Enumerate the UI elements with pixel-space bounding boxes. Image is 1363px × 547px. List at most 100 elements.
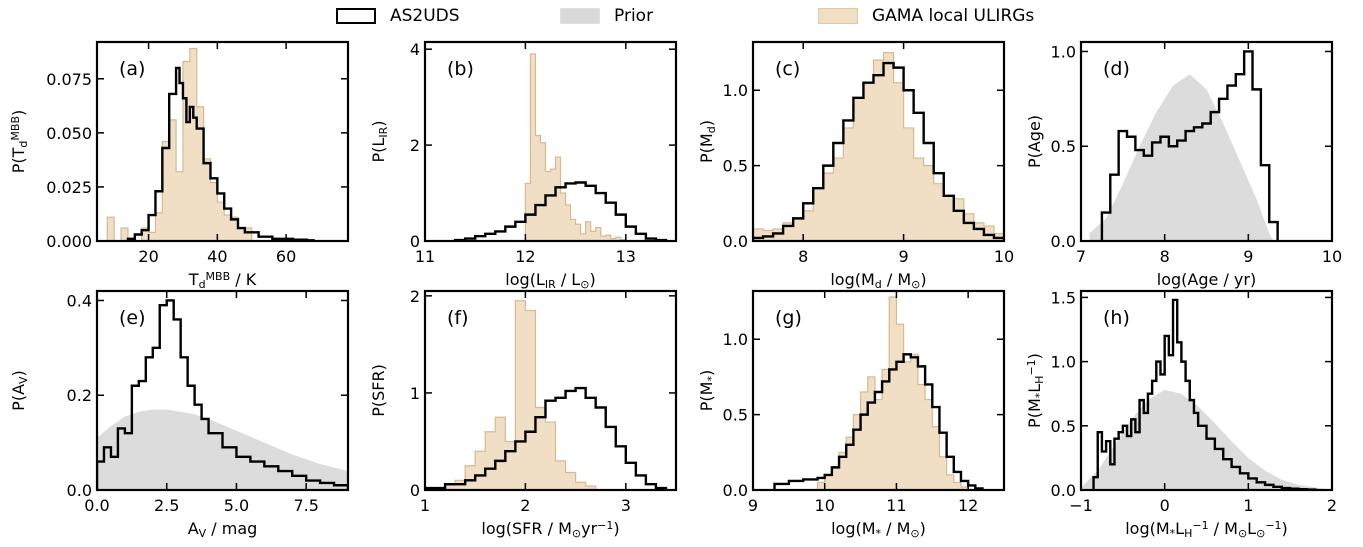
- series-gama: [444, 300, 597, 490]
- x-tick-label: 60: [276, 247, 296, 266]
- y-tick-label: 0.5: [723, 157, 748, 176]
- legend: AS2UDS Prior GAMA local ULIRGs: [0, 2, 1363, 30]
- plot-area: [97, 299, 348, 490]
- panel-g: 9 10 11 12 0.0 0.5 1.0 (g) log(M* / M⊙) P(M*): [697, 289, 1006, 540]
- x-tick-label: 0: [1160, 496, 1170, 515]
- axes-frame: [751, 40, 1006, 243]
- x-tick-label: 9: [899, 247, 909, 266]
- panel-e: 0.0 2.5 5.0 7.5 0.0 0.2 0.4 (e) AV / mag P(AV): [9, 289, 350, 540]
- y-tick-label: 2: [410, 287, 420, 306]
- series-as2uds: [126, 66, 315, 241]
- y-tick-label: 1.5: [1051, 288, 1076, 307]
- x-axis-label: log(Age / yr): [1157, 270, 1256, 289]
- x-tick-label: −1: [1069, 496, 1093, 515]
- panel-label: (g): [775, 307, 802, 329]
- x-tick-label: 9: [1243, 247, 1253, 266]
- y-tick-label: 2: [410, 136, 420, 155]
- series-prior: [1089, 74, 1274, 241]
- x-tick-label: 5.0: [224, 496, 249, 515]
- panel-label: (e): [119, 307, 146, 329]
- y-tick-label: 1.0: [1051, 353, 1076, 372]
- y-axis-label: P(AV): [9, 370, 30, 411]
- y-tick-label: 0.0: [1051, 232, 1076, 251]
- y-axis-label: P(SFR): [369, 364, 388, 417]
- plot-area: [1089, 50, 1279, 241]
- series-prior: [97, 409, 348, 490]
- axes-frame: [95, 289, 350, 492]
- y-tick-label: 1.0: [1051, 42, 1076, 61]
- plot-area: [1081, 298, 1332, 490]
- y-axis-label: P(M*LH−1): [1025, 353, 1046, 428]
- x-axis-label: log(M* / M⊙): [831, 519, 926, 540]
- legend-swatch-prior: [560, 8, 600, 24]
- plot-area: [753, 51, 1004, 241]
- y-tick-label: 0.0: [723, 481, 748, 500]
- x-tick-label: 1: [1243, 496, 1253, 515]
- legend-label-as2uds: AS2UDS: [390, 6, 460, 26]
- panel-label: (f): [447, 307, 469, 329]
- panel-b: 11 12 13 0 2 4 (b) log(LIR / L⊙) P(LIR): [369, 40, 678, 291]
- y-tick-label: 4: [410, 40, 420, 59]
- y-axis-label: P(Md): [697, 120, 718, 163]
- y-tick-label: 1.0: [723, 81, 748, 100]
- y-axis-label: P(LIR): [369, 121, 390, 163]
- axes-frame: [1079, 40, 1334, 243]
- legend-label-prior: Prior: [614, 6, 654, 26]
- series-as2uds: [773, 353, 984, 490]
- y-tick-label: 0.025: [46, 178, 92, 197]
- y-tick-label: 0.000: [46, 232, 92, 251]
- axes-frame: [423, 40, 678, 243]
- y-tick-label: 0.075: [46, 70, 92, 89]
- x-axis-label: AV / mag: [188, 519, 258, 540]
- legend-item-gama: GAMA local ULIRGs: [818, 4, 1034, 28]
- series-as2uds: [1100, 50, 1279, 241]
- series-as2uds: [425, 386, 668, 490]
- x-tick-label: 10: [815, 496, 835, 515]
- x-tick-label: 1: [420, 496, 430, 515]
- y-tick-label: 0.0: [1051, 481, 1076, 500]
- x-tick-label: 11: [886, 496, 906, 515]
- y-tick-label: 0.5: [1051, 417, 1076, 436]
- legend-swatch-gama: [818, 8, 858, 24]
- series-prior: [1081, 389, 1332, 490]
- y-tick-label: 0.5: [1051, 137, 1076, 156]
- panel-h: −1 0 1 2 0.0 0.5 1.0 1.5 (h) log(M*LH−1 / M⊙L⊙−1)…: [1025, 288, 1337, 540]
- y-tick-label: 0.0: [67, 481, 92, 500]
- series-as2uds: [1092, 298, 1317, 490]
- x-tick-label: 13: [616, 247, 636, 266]
- y-tick-label: 1: [410, 384, 420, 403]
- legend-label-gama: GAMA local ULIRGs: [872, 6, 1035, 26]
- y-tick-label: 0: [410, 232, 420, 251]
- x-tick-label: 7.5: [293, 496, 318, 515]
- x-tick-label: 2: [520, 496, 530, 515]
- plot-area: [97, 47, 348, 241]
- panel-d: 7 8 9 10 0.0 0.5 1.0 (d) log(Age / yr) P(Age): [1025, 40, 1342, 289]
- series-gama: [753, 51, 1004, 241]
- legend-item-prior: Prior: [560, 4, 653, 28]
- plot-area: [773, 296, 984, 490]
- y-tick-label: 0.050: [46, 124, 92, 143]
- plot-area: [453, 53, 668, 241]
- y-axis-label: P(Age): [1025, 115, 1044, 168]
- panel-label: (h): [1103, 307, 1130, 329]
- x-tick-label: 8: [1160, 247, 1170, 266]
- axes-frame: [423, 289, 678, 492]
- y-tick-label: 0.4: [67, 291, 92, 310]
- legend-swatch-as2uds: [336, 8, 376, 24]
- legend-item-as2uds: AS2UDS: [336, 4, 460, 28]
- x-axis-label: log(M*LH−1 / M⊙L⊙−1): [1125, 519, 1288, 540]
- x-tick-label: 40: [207, 247, 227, 266]
- series-gama: [524, 53, 627, 241]
- y-tick-label: 0: [410, 481, 420, 500]
- y-tick-label: 1.0: [723, 330, 748, 349]
- x-tick-label: 2.5: [154, 496, 179, 515]
- panel-label: (b): [447, 58, 474, 80]
- x-tick-label: 12: [958, 496, 978, 515]
- plot-area: [425, 300, 668, 490]
- x-tick-label: 20: [138, 247, 158, 266]
- y-tick-label: 0.5: [723, 406, 748, 425]
- x-tick-label: 9: [748, 496, 758, 515]
- y-tick-label: 0.0: [723, 232, 748, 251]
- x-tick-label: 8: [798, 247, 808, 266]
